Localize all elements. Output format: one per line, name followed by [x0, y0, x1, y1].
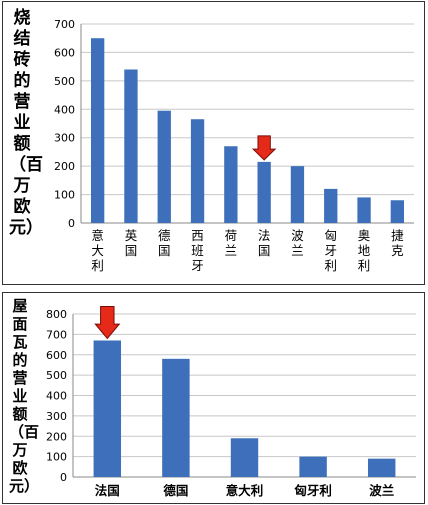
chart-panel-brick: 烧结砖的营业额（百万欧元） 0 100 200 300 400 500 600 700 意大利 英…: [2, 1, 425, 285]
x-tick-label: 德国: [158, 228, 171, 258]
x-tick-label: 奥地利: [358, 228, 371, 273]
y-tick-label: 300: [54, 132, 75, 145]
x-tick-label: 匈牙利: [293, 483, 332, 498]
bar: [324, 188, 338, 223]
bar-chart-rooftile: 0 100 200 300 400 500 600 700 800 法国 德国 意大利 匈牙利 波兰: [46, 305, 416, 498]
y-tick-label: 300: [46, 410, 67, 423]
y-tick-label: 500: [46, 369, 67, 382]
y-tick-label: 200: [46, 430, 67, 443]
x-tick-label: 匈牙利: [324, 228, 337, 273]
y-tick-label: 700: [54, 18, 75, 31]
bar: [93, 340, 122, 477]
y-tick-label: 100: [54, 189, 75, 202]
bar: [299, 456, 327, 477]
x-tick-label: 法国: [95, 483, 120, 498]
bar: [190, 119, 205, 223]
bar: [157, 110, 171, 223]
bar: [224, 146, 238, 223]
x-tick-label: 西班牙: [191, 228, 204, 273]
y-tick-label: 600: [46, 349, 67, 362]
y-tick-label: 0: [60, 471, 67, 484]
y-tick-label: 600: [54, 46, 75, 59]
bar: [367, 458, 396, 477]
y-tick-label: 400: [54, 103, 75, 116]
y-tick-label: 700: [46, 328, 67, 341]
bar: [162, 358, 190, 477]
x-tick-label: 荷兰: [225, 228, 238, 258]
bar: [90, 38, 105, 223]
bar: [257, 161, 271, 223]
bar: [357, 197, 371, 223]
y-tick-label: 100: [46, 451, 67, 464]
y-axis-label: 烧结砖的营业额（百万欧元）: [9, 8, 43, 238]
highlight-arrow-icon: [94, 305, 121, 340]
x-tick-label: 英国: [125, 228, 138, 258]
x-tick-label: 意大利: [226, 483, 264, 498]
x-tick-label: 意大利: [91, 228, 104, 273]
x-tick-label: 德国: [163, 483, 188, 498]
y-tick-label: 0: [68, 217, 75, 230]
chart-panel-rooftile: 屋面瓦的营业额（百万欧元） 0 100 200 300 400 500 600 700 800 法…: [2, 292, 425, 504]
y-tick-label: 500: [54, 75, 75, 88]
x-tick-label: 波兰: [291, 228, 304, 258]
x-tick-label: 波兰: [369, 483, 395, 498]
y-tick-label: 200: [54, 160, 75, 173]
bar: [290, 166, 305, 223]
highlight-arrow-icon: [251, 135, 277, 161]
bar: [390, 200, 405, 223]
x-tick-label: 法国: [258, 228, 271, 258]
bar: [124, 69, 138, 223]
x-tick-label: 捷克: [391, 228, 404, 258]
bar: [230, 438, 259, 477]
y-tick-label: 400: [46, 390, 67, 403]
y-tick-label: 800: [46, 308, 67, 321]
